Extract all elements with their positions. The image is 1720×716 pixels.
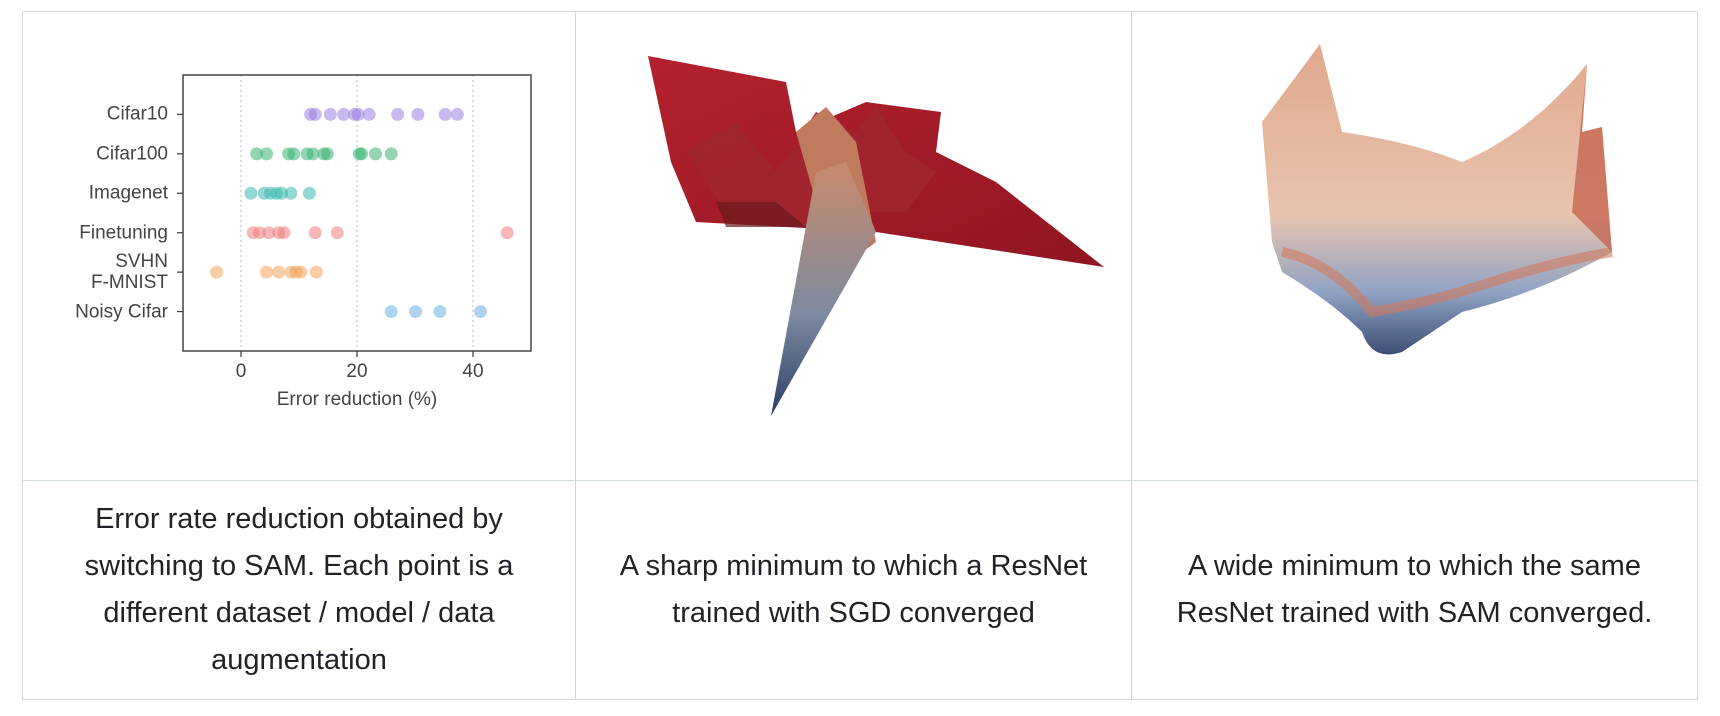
point [277, 226, 291, 240]
caption: A wide minimum to which the same ResNet … [1131, 480, 1698, 700]
x-tick-label: 20 [346, 361, 367, 382]
point [433, 305, 447, 319]
table-cell [575, 11, 1132, 481]
y-tick-label: SVHN F-MNIST [90, 251, 168, 294]
point [369, 147, 383, 161]
plot-frame [182, 74, 532, 352]
y-tick-label: Cifar100 [96, 143, 168, 165]
y-tick-label: Imagenet [88, 182, 168, 204]
y-labels: Cifar10 Cifar100 Imagenet Finetuning SVHN F-… [22, 0, 172, 480]
wide-minimum-image [1262, 44, 1613, 355]
point [330, 226, 344, 240]
point [302, 186, 316, 200]
point [306, 147, 320, 161]
point [260, 147, 274, 161]
x-tick-label: 40 [462, 361, 483, 382]
point [262, 226, 276, 240]
point [308, 226, 322, 240]
point [474, 305, 488, 319]
point [275, 186, 289, 200]
point [308, 107, 322, 121]
point [210, 265, 224, 279]
y-tick-label: Cifar10 [106, 103, 168, 125]
point [309, 265, 323, 279]
caption: A sharp minimum to which a ResNet traine… [575, 480, 1132, 700]
x-tick-label: 0 [236, 361, 247, 382]
point [284, 186, 298, 200]
y-tick-label: Noisy Cifar [75, 301, 168, 323]
point [244, 186, 258, 200]
x-axis-label: Error reduction (%) [277, 389, 438, 410]
point [384, 305, 398, 319]
point [362, 107, 376, 121]
point [250, 147, 264, 161]
point [253, 226, 267, 240]
point [355, 147, 369, 161]
point [384, 147, 398, 161]
point [287, 147, 301, 161]
point [351, 107, 365, 121]
point [337, 107, 351, 121]
point [272, 265, 286, 279]
point [391, 107, 405, 121]
point [450, 107, 464, 121]
y-tick-label: Finetuning [79, 222, 168, 244]
point [294, 265, 308, 279]
point [260, 265, 274, 279]
point [323, 107, 337, 121]
point [438, 107, 452, 121]
chart: 0 20 40 Error reduction (%) [177, 74, 532, 410]
point [411, 107, 425, 121]
caption: Error rate reduction obtained by switchi… [22, 480, 576, 700]
point [320, 147, 334, 161]
point [500, 226, 514, 240]
point [409, 305, 423, 319]
sharp-minimum-image [648, 56, 1104, 416]
table-cell [1131, 11, 1698, 481]
